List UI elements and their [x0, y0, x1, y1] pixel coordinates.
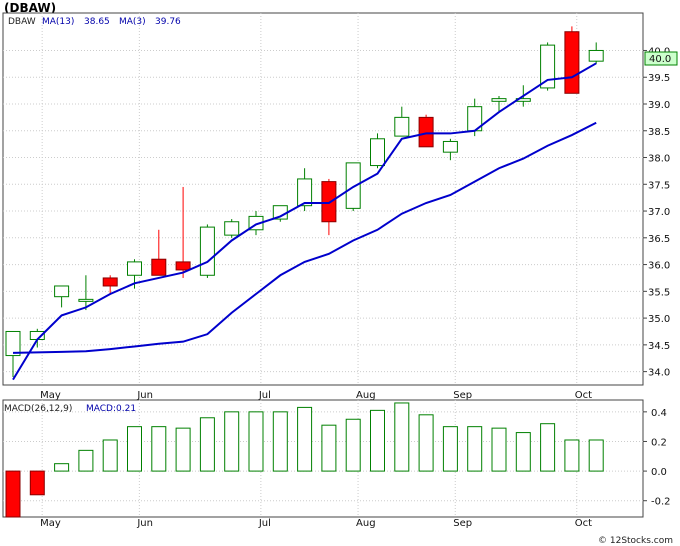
- price-x-tick-label: May: [40, 390, 61, 401]
- macd-legend-label: MACD(26,12,9): [4, 404, 72, 414]
- price-x-axis: May Jun Jul Aug Sep Oct: [40, 390, 592, 401]
- candle-down: [175, 261, 191, 271]
- macd-x-axis: May Jun Jul Aug Sep Oct: [40, 518, 592, 529]
- candle-down: [418, 116, 434, 148]
- macd-bar: [442, 426, 458, 472]
- price-y-tick-label: 39.5: [648, 73, 670, 84]
- macd-bar: [345, 418, 361, 472]
- candle-up: [540, 44, 556, 89]
- candle-down: [151, 258, 167, 276]
- macd-bar: [467, 426, 483, 472]
- price-x-tick-label: Sep: [453, 390, 472, 401]
- price-y-tick-label: 38.0: [648, 154, 670, 165]
- macd-bar: [588, 439, 604, 472]
- macd-bar: [370, 409, 385, 472]
- legend-ma13-label: MA(13): [42, 17, 74, 27]
- macd-bar: [540, 423, 556, 472]
- price-y-tick-label: 38.5: [648, 127, 670, 138]
- candle-up: [588, 49, 604, 62]
- candle-down: [102, 277, 118, 287]
- candle-up: [345, 162, 361, 209]
- watermark: © 12Stocks.com: [598, 536, 673, 546]
- candle-up: [224, 221, 240, 236]
- macd-legend: MACD(26,12,9) MACD:0.21: [4, 404, 136, 414]
- macd-bar: [272, 411, 288, 472]
- price-y-tick-label: 37.0: [648, 207, 670, 218]
- macd-x-tick-label: Sep: [453, 518, 472, 529]
- macd-y-tick-label: 0.4: [651, 408, 667, 419]
- price-y-tick-label: 36.0: [648, 261, 670, 272]
- price-x-tick-label: Jun: [136, 390, 153, 401]
- macd-bar: [151, 426, 167, 472]
- last-price-tag-text: 40.0: [649, 54, 671, 65]
- candle-down: [321, 181, 337, 223]
- candle-up: [491, 98, 507, 102]
- macd-bar: [78, 449, 94, 472]
- macd-bar: [418, 414, 434, 472]
- candle-up: [394, 116, 410, 137]
- macd-bar-negative: [29, 470, 45, 496]
- macd-x-tick-label: Jul: [258, 518, 271, 529]
- price-y-tick-label: 35.5: [648, 287, 670, 298]
- price-y-tick-label: 35.0: [648, 314, 670, 325]
- price-y-tick-label: 37.5: [648, 180, 670, 191]
- macd-bar: [515, 432, 531, 472]
- macd-bars: [5, 402, 604, 518]
- candle-up: [127, 261, 142, 276]
- macd-y-axis: -0.2 0.0 0.2 0.4: [643, 408, 671, 508]
- macd-bar: [248, 411, 264, 472]
- price-x-tick-label: Aug: [356, 390, 376, 401]
- macd-bar: [175, 427, 191, 472]
- macd-bar: [224, 411, 240, 472]
- macd-bar: [321, 424, 337, 472]
- macd-bar: [564, 439, 580, 472]
- price-y-tick-label: 34.0: [648, 368, 670, 379]
- candle-up: [370, 138, 385, 167]
- macd-x-tick-label: Aug: [356, 518, 376, 529]
- legend-ma3-value: 39.76: [155, 17, 181, 27]
- legend-symbol: DBAW: [8, 17, 36, 27]
- macd-bar: [394, 402, 410, 472]
- price-legend: DBAW MA(13) 38.65 MA(3) 39.76: [8, 17, 181, 27]
- price-candles: [5, 26, 604, 377]
- macd-bar: [297, 406, 313, 472]
- candle-up: [5, 330, 21, 357]
- price-y-tick-label: 36.5: [648, 234, 670, 245]
- macd-bar: [127, 426, 142, 472]
- candle-up: [199, 226, 215, 276]
- macd-x-tick-label: May: [40, 518, 61, 529]
- candle-up: [78, 298, 94, 302]
- candle-up: [54, 285, 70, 298]
- price-x-tick-label: Oct: [575, 390, 592, 401]
- macd-bar: [102, 439, 118, 472]
- price-y-tick-label: 34.5: [648, 341, 670, 352]
- price-moving-averages: [12, 62, 597, 381]
- macd-x-tick-label: Jun: [136, 518, 153, 529]
- macd-bar: [491, 427, 507, 472]
- ma13-line: [12, 121, 597, 354]
- macd-y-tick-label: -0.2: [651, 497, 671, 508]
- macd-bar-negative: [5, 470, 21, 518]
- macd-legend-value: MACD:0.21: [86, 404, 136, 414]
- macd-x-tick-label: Oct: [575, 518, 592, 529]
- price-y-tick-label: 39.0: [648, 100, 670, 111]
- last-price-tag: 40.0: [644, 51, 678, 66]
- legend-ma3-label: MA(3): [119, 17, 146, 27]
- macd-bar: [199, 417, 215, 472]
- chart-title: (DBAW): [4, 1, 56, 15]
- candle-up: [442, 140, 458, 153]
- ma3-line: [12, 62, 597, 381]
- candle-down: [564, 31, 580, 94]
- macd-bar: [54, 463, 70, 472]
- last-price-tag-box: [644, 51, 678, 66]
- candle-up: [297, 178, 313, 207]
- macd-y-tick-label: 0.0: [651, 467, 667, 478]
- price-x-tick-label: Jul: [258, 390, 271, 401]
- legend-ma13-value: 38.65: [84, 17, 110, 27]
- macd-y-tick-label: 0.2: [651, 437, 667, 448]
